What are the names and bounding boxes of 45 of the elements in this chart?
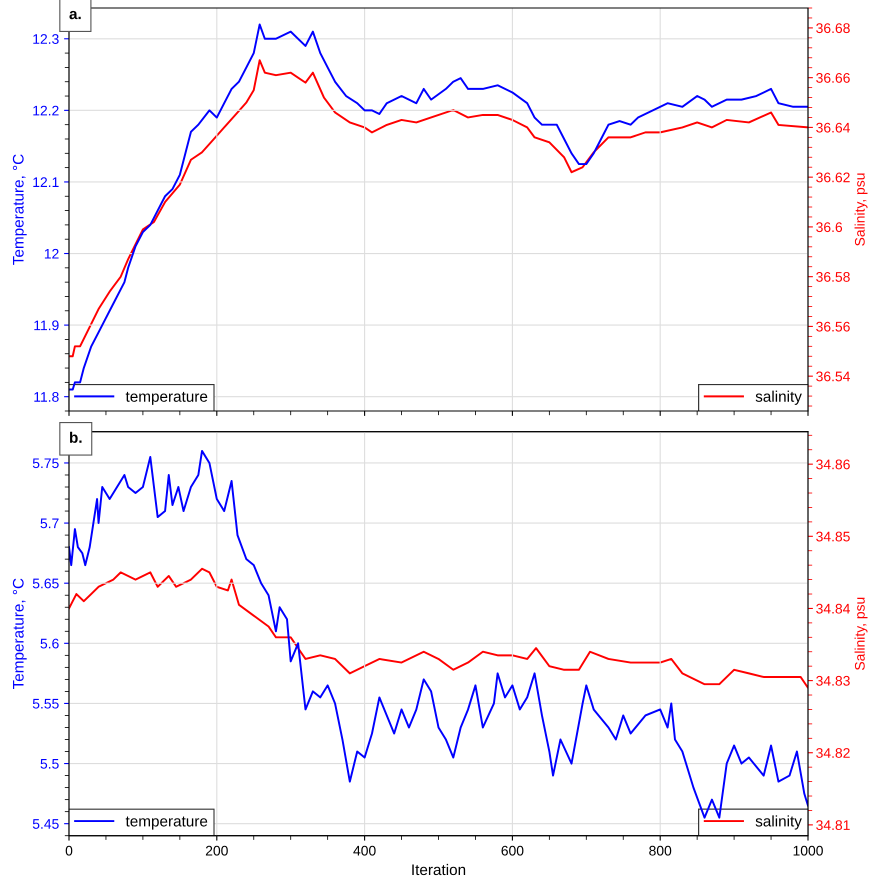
y-tick-label: 11.9: [34, 320, 59, 330]
y2-tick-label: 36.66: [816, 72, 850, 83]
y2-tick-label: 34.85: [816, 532, 850, 542]
x-tick-label: 200: [206, 846, 228, 856]
y2-tick-label: 36.58: [816, 272, 850, 282]
y-tick-label: 5.55: [32, 698, 59, 709]
x-tick-label: 800: [649, 846, 672, 856]
y-tick-label: 12.2: [33, 106, 59, 116]
y2-tick-label: 34.83: [816, 676, 850, 686]
legend-label: temperature: [126, 816, 208, 830]
y-tick-label: 11.8: [34, 392, 59, 402]
y2-tick-label: 36.68: [816, 23, 850, 34]
y-tick-label: 5.7: [40, 518, 59, 528]
line-series: [69, 568, 808, 689]
y2-axis-title: Salinity, psu: [854, 598, 868, 670]
y2-tick-label: 36.6: [816, 222, 842, 232]
legend-label: salinity: [756, 390, 802, 405]
x-tick-label: 1000: [794, 846, 823, 856]
x-tick-label: 600: [502, 846, 524, 856]
y2-tick-label: 36.54: [816, 372, 850, 382]
y2-tick-label: 34.84: [816, 604, 850, 614]
y-axis-title: Temperature, °C: [12, 578, 27, 690]
y-tick-label: 5.45: [32, 819, 59, 829]
chart-title: a.: [69, 10, 81, 20]
y2-axis-title: Salinity, psu: [854, 173, 868, 246]
x-axis-title: Iteration: [412, 864, 466, 876]
y-tick-label: 5.5: [40, 759, 59, 769]
y-tick-label: 12.1: [33, 177, 59, 187]
y2-tick-label: 34.81: [816, 820, 850, 830]
chart-title: b.: [70, 432, 82, 443]
y2-tick-label: 36.64: [816, 122, 850, 133]
y-tick-label: 5.75: [32, 458, 59, 468]
x-tick-label: 0: [66, 846, 72, 856]
y-tick-label: 12.3: [33, 34, 59, 44]
legend-label: temperature: [126, 392, 208, 405]
y-axis-title: Temperature, °C: [12, 154, 27, 265]
y2-tick-label: 34.86: [816, 460, 850, 470]
y-tick-label: 12: [44, 248, 59, 259]
y-tick-label: 5.65: [32, 578, 59, 588]
y-tick-label: 5.6: [40, 638, 59, 648]
x-tick-label: 400: [353, 846, 376, 856]
y2-tick-label: 34.82: [816, 748, 850, 758]
y2-tick-label: 36.56: [816, 322, 850, 332]
legend-label: salinity: [756, 815, 802, 830]
y2-tick-label: 36.62: [816, 172, 850, 182]
